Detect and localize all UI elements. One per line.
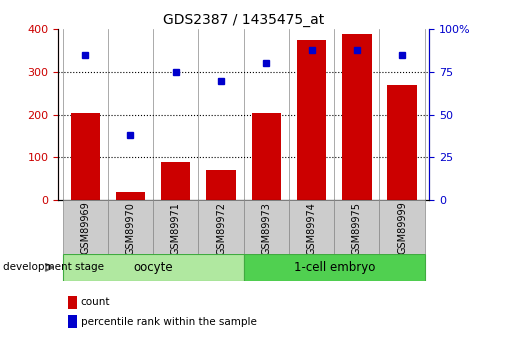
Bar xyxy=(244,254,425,280)
Bar xyxy=(244,200,289,254)
Text: percentile rank within the sample: percentile rank within the sample xyxy=(81,317,257,326)
Bar xyxy=(289,200,334,254)
Bar xyxy=(379,200,425,254)
Bar xyxy=(207,170,236,200)
Bar xyxy=(63,254,244,280)
Text: GSM89973: GSM89973 xyxy=(261,202,271,255)
Text: GSM89975: GSM89975 xyxy=(352,202,362,255)
Bar xyxy=(387,85,417,200)
Bar xyxy=(334,200,379,254)
Text: count: count xyxy=(81,297,110,307)
Text: GSM89970: GSM89970 xyxy=(126,202,135,255)
Bar xyxy=(297,40,326,200)
Text: development stage: development stage xyxy=(3,263,104,272)
Title: GDS2387 / 1435475_at: GDS2387 / 1435475_at xyxy=(163,13,324,27)
Text: GSM89999: GSM89999 xyxy=(397,202,407,255)
Bar xyxy=(71,112,100,200)
Bar xyxy=(251,112,281,200)
Text: GSM89972: GSM89972 xyxy=(216,202,226,255)
Bar xyxy=(161,162,190,200)
Bar xyxy=(116,193,145,200)
Text: 1-cell embryo: 1-cell embryo xyxy=(293,261,375,274)
Bar xyxy=(63,200,108,254)
Bar xyxy=(153,200,198,254)
Bar xyxy=(108,200,153,254)
Bar xyxy=(342,33,372,200)
Text: GSM89969: GSM89969 xyxy=(80,202,90,255)
Text: GSM89974: GSM89974 xyxy=(307,202,317,255)
Text: GSM89971: GSM89971 xyxy=(171,202,181,255)
Text: oocyte: oocyte xyxy=(133,261,173,274)
Bar xyxy=(198,200,244,254)
